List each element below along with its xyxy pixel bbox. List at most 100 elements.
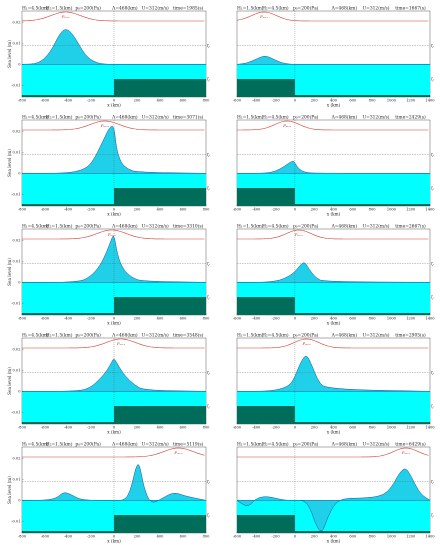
param-u: U=312(m/s) xyxy=(362,116,389,121)
x-tick-label: -600 xyxy=(233,99,242,103)
x-tick-label: -600 xyxy=(41,317,50,321)
x-tick-label: 600 xyxy=(180,426,188,430)
subplot-right-1: H₁=1.5(km)H₂=4.5(km) p₀=200(Pa) Λ=468(km) U… xyxy=(233,7,435,108)
sea-level-curve xyxy=(236,55,430,65)
x-tick-label: 600 xyxy=(180,208,188,212)
y-tick-label: -0.01 xyxy=(11,83,20,87)
x-tick-label: 200 xyxy=(134,208,142,212)
x-tick-label: 400 xyxy=(157,317,165,321)
ref-label-upper: ζᵢ xyxy=(207,44,210,48)
sea-level-curve xyxy=(237,262,431,283)
param-h1: H₁=1.5(km) xyxy=(237,443,264,448)
y-tick-label: 0.02 xyxy=(12,239,20,243)
param-lambda: Λ=468(km) xyxy=(111,225,138,230)
param-time: time=6429(s) xyxy=(395,443,426,448)
param-lambda: Λ=468(km) xyxy=(331,7,358,12)
param-h2: H₂=1.5(km) xyxy=(46,443,73,448)
ref-label-upper: ζᵢ xyxy=(207,262,210,266)
ref-label-upper: ζᵢ xyxy=(431,153,434,157)
y-tick-label: 0 xyxy=(18,281,21,285)
param-h2: H₂=1.5(km) xyxy=(46,225,73,230)
param-h1: H₁=1.5(km) xyxy=(237,334,264,339)
pressure-curve xyxy=(237,120,429,131)
ref-label-lower: ζᵢ xyxy=(207,186,210,190)
param-p: p₀=200(Pa) xyxy=(293,443,319,448)
param-lambda: Λ=468(km) xyxy=(331,334,358,339)
x-tick-label: -200 xyxy=(87,535,96,539)
pressure-curve xyxy=(22,120,205,131)
subplot-left-3: H₁=4.5(km)H₂=1.5(km) p₀=200(Pa) Λ=468(km) U… xyxy=(7,225,210,326)
x-axis-label: x (km) xyxy=(107,539,121,544)
ref-label-upper: ζᵢ xyxy=(207,480,210,484)
x-tick-label: 0 xyxy=(294,208,297,212)
x-tick-label: -600 xyxy=(233,208,242,212)
subplot-left-2: H₁=4.5(km)H₂=1.5(km) p₀=200(Pa) Λ=468(km) U… xyxy=(7,116,210,217)
param-p: p₀=200(Pa) xyxy=(75,225,101,230)
x-axis-label: x (km) xyxy=(327,103,341,108)
ref-label-lower: ζᵢ xyxy=(431,295,434,299)
x-axis-label: x (km) xyxy=(107,212,121,217)
y-axis-label: Sea level (m) xyxy=(7,149,12,177)
x-tick-label: 600 xyxy=(349,535,357,539)
ref-label-lower: ζᵢ xyxy=(431,404,434,408)
shelf-block xyxy=(114,406,206,424)
param-time: time=2429(s) xyxy=(395,116,426,121)
param-p: p₀=200(Pa) xyxy=(75,7,101,12)
x-tick-label: -400 xyxy=(64,317,73,321)
x-tick-label: 600 xyxy=(180,535,188,539)
x-axis-label: x (km) xyxy=(107,103,121,108)
x-tick-label: 800 xyxy=(203,99,211,103)
pressure-curve xyxy=(236,11,429,22)
y-tick-label: 0.02 xyxy=(12,457,20,461)
subplot-right-3: H₁=1.5(km)H₂=4.5(km) p₀=200(Pa) Λ=468(km) U… xyxy=(233,225,435,326)
deep-floor xyxy=(294,422,430,424)
x-tick-label: 400 xyxy=(330,99,338,103)
param-u: U=312(m/s) xyxy=(142,443,169,448)
x-tick-label: 400 xyxy=(157,535,165,539)
param-p: p₀=200(Pa) xyxy=(75,334,101,339)
param-u: U=312(m/s) xyxy=(142,334,169,339)
x-tick-label: 0 xyxy=(113,426,116,430)
y-tick-label: 0.01 xyxy=(12,260,20,264)
param-h2: H₂=4.5(km) xyxy=(262,7,289,12)
pressure-label: Pₘₑₓ xyxy=(301,341,311,346)
x-tick-label: 600 xyxy=(349,208,357,212)
y-tick-label: -0.01 xyxy=(11,301,20,305)
x-tick-label: 600 xyxy=(349,317,357,321)
y-tick-label: 0.02 xyxy=(12,130,20,134)
x-tick-label: 600 xyxy=(349,99,357,103)
shelf-block xyxy=(237,297,295,315)
x-tick-label: 0 xyxy=(294,535,297,539)
x-tick-label: 800 xyxy=(369,208,377,212)
ref-label-lower: ζᵢ xyxy=(431,77,434,81)
x-tick-label: 400 xyxy=(157,208,165,212)
x-tick-label: 0 xyxy=(113,208,116,212)
x-tick-label: 400 xyxy=(157,426,165,430)
x-tick-label: 200 xyxy=(311,99,319,103)
y-tick-label: 0.01 xyxy=(12,369,20,373)
x-tick-label: 200 xyxy=(134,317,142,321)
ref-label-upper: ζᵢ xyxy=(431,44,434,48)
param-h1: H₁=4.5(km) xyxy=(22,443,49,448)
y-tick-label: 0.01 xyxy=(12,478,20,482)
param-h2: H₂=4.5(km) xyxy=(262,334,289,339)
param-time: time=1667(s) xyxy=(395,7,426,12)
x-tick-label: 1200 xyxy=(406,535,416,539)
x-tick-label: 200 xyxy=(134,426,142,430)
y-axis-label: Sea level (m) xyxy=(7,367,12,395)
param-time: time=3071(s) xyxy=(173,116,204,121)
ref-label-lower: ζᵢ xyxy=(207,77,210,81)
x-tick-label: -600 xyxy=(233,535,242,539)
param-h1: H₁=4.5(km) xyxy=(22,116,49,121)
y-axis-label: Sea level (m) xyxy=(7,258,12,286)
param-h1: H₁=4.5(km) xyxy=(22,334,49,339)
param-p: p₀=200(Pa) xyxy=(75,116,101,121)
pressure-curve xyxy=(237,229,429,240)
pressure-label: Pₘₑₓ xyxy=(116,341,126,346)
pressure-curve xyxy=(21,11,205,22)
shelf-block xyxy=(237,79,295,97)
x-tick-label: -400 xyxy=(64,208,73,212)
x-tick-label: 800 xyxy=(369,426,377,430)
x-tick-label: 200 xyxy=(134,99,142,103)
